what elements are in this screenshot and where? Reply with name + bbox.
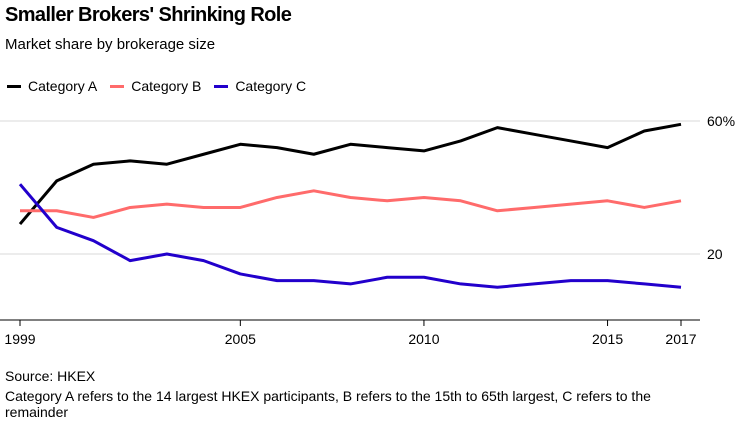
x-tick-label: 2005 (225, 331, 256, 347)
y-tick-label: 60% (707, 113, 735, 129)
chart-subtitle: Market share by brokerage size (5, 36, 216, 53)
chart-title: Smaller Brokers' Shrinking Role (5, 4, 292, 26)
series-line-3 (18, 183, 682, 289)
legend-item-category-a: Category A (7, 78, 97, 94)
tick-labels: 60% 20 1999 2005 2010 2015 2017 (4, 113, 735, 347)
series-line-2 (20, 189, 682, 219)
x-tick-label: 2010 (408, 331, 439, 347)
legend-item-category-b: Category B (110, 78, 201, 94)
legend-label-category-a: Category A (28, 78, 98, 94)
legend-swatch-category-b (110, 84, 125, 88)
legend-label-category-c: Category C (235, 78, 307, 94)
x-tick-label: 2015 (592, 331, 623, 347)
legend-item-category-c: Category C (214, 78, 306, 94)
chart-note: Category A refers to the 14 largest HKEX… (5, 388, 651, 420)
series-lines (18, 122, 682, 289)
series-line-1 (18, 122, 682, 226)
grid-lines (0, 120, 700, 255)
legend-label-category-b: Category B (131, 78, 202, 94)
legend-swatch-category-a (7, 84, 21, 88)
chart-source: Source: HKEX (5, 368, 96, 384)
x-tick-label: 1999 (4, 331, 35, 347)
x-tick-label: 2017 (665, 331, 696, 347)
x-axis (0, 319, 700, 326)
chart-legend: Category A Category B Category C (7, 78, 319, 94)
legend-swatch-category-c (214, 84, 229, 88)
y-tick-label: 20 (707, 246, 723, 262)
